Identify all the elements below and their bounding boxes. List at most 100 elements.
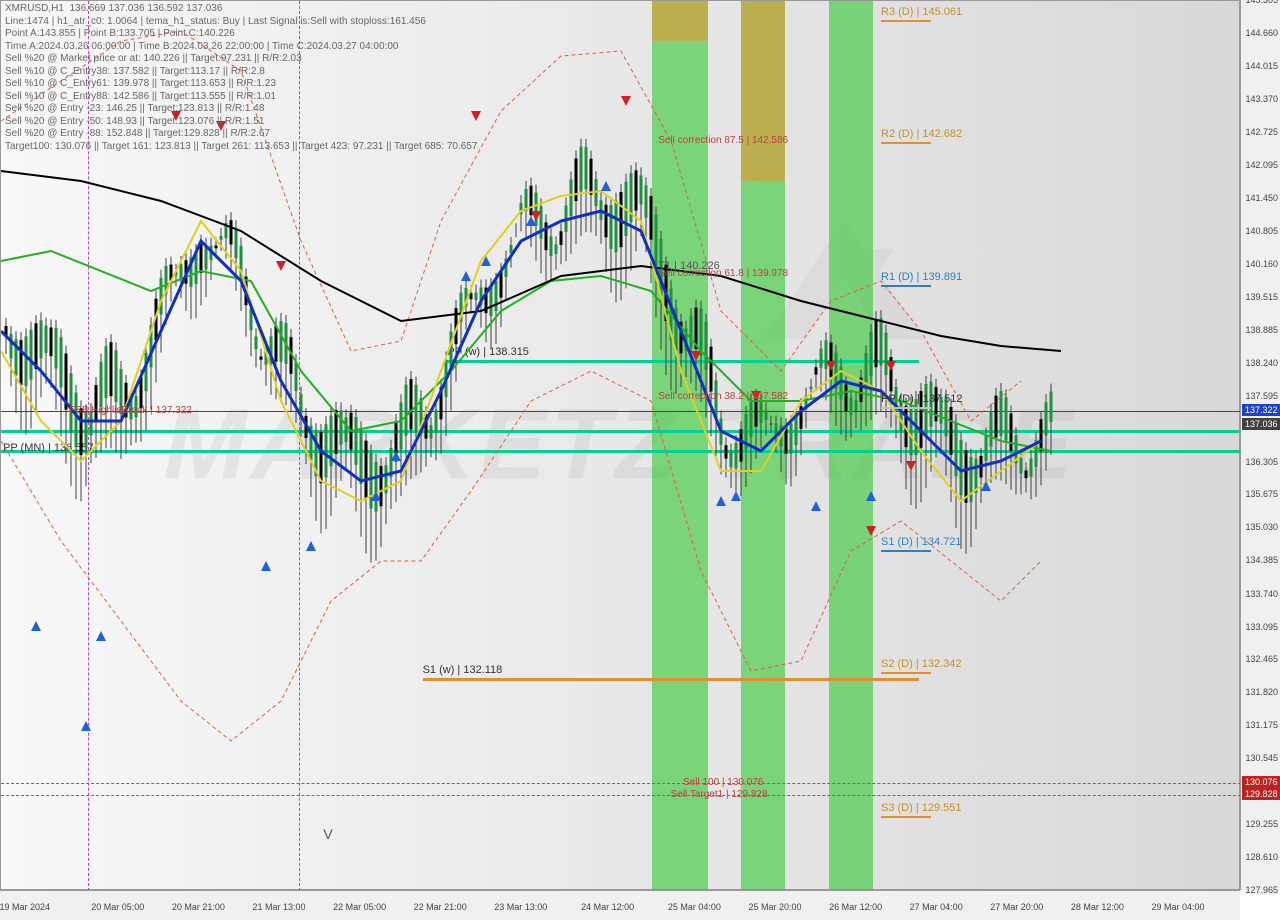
monthly-pivot-label: PP (MN) | 136.557 xyxy=(3,442,94,454)
price-tick: 133.095 xyxy=(1245,622,1278,632)
t1-label: T1 | 140.226 xyxy=(658,260,720,272)
signal-arrow-up xyxy=(391,451,401,461)
price-tick: 128.610 xyxy=(1245,852,1278,862)
price-tick: 144.660 xyxy=(1245,28,1278,38)
price-tick: 139.515 xyxy=(1245,292,1278,302)
time-tick: 25 Mar 20:00 xyxy=(748,902,801,912)
signal-arrow-up xyxy=(31,621,41,631)
price-tick: 144.015 xyxy=(1245,61,1278,71)
signal-arrow-down xyxy=(531,211,541,221)
header-info-line: Target100: 130.076 || Target 161: 123.81… xyxy=(5,141,477,154)
header-info-line: Sell %10 @ C_Entry88: 142.586 || Target:… xyxy=(5,91,477,104)
daily-pivot-label: S1 (D) | 134.721 xyxy=(881,536,962,548)
h-level-line xyxy=(1,450,1241,453)
price-tag: 137.322 xyxy=(1242,404,1280,416)
weekly-pivot-label: PP (w) | 138.315 xyxy=(447,346,529,358)
signal-zone-orange xyxy=(652,1,708,41)
price-tick: 143.370 xyxy=(1245,94,1278,104)
price-tick: 131.820 xyxy=(1245,687,1278,697)
header-info-line: Sell %20 @ Market price or at: 140.226 |… xyxy=(5,53,477,66)
time-tick: 29 Mar 04:00 xyxy=(1151,902,1204,912)
signal-arrow-up xyxy=(261,561,271,571)
daily-pivot-label: PP (D) | 137.512 xyxy=(881,393,963,405)
price-tag: 137.036 xyxy=(1242,418,1280,430)
time-tick: 24 Mar 12:00 xyxy=(581,902,634,912)
signal-arrow-up xyxy=(601,181,611,191)
daily-pivot-underline xyxy=(881,816,931,818)
time-tick: 23 Mar 13:00 xyxy=(494,902,547,912)
sell-target-label: Sell 100 | 130.076 xyxy=(683,777,763,788)
h-level-line xyxy=(1,430,1241,433)
price-tick: 141.450 xyxy=(1245,193,1278,203)
signal-arrow-down xyxy=(886,361,896,371)
signal-arrow-down xyxy=(691,351,701,361)
daily-pivot-underline xyxy=(881,142,931,144)
signal-arrow-up xyxy=(96,631,106,641)
signal-arrow-up xyxy=(731,491,741,501)
signal-zone-green xyxy=(829,1,872,891)
price-axis: 145.305144.660144.015143.370142.725142.0… xyxy=(1240,0,1280,890)
h-level-line xyxy=(1,783,1241,784)
daily-pivot-underline xyxy=(881,407,931,409)
header-info-line: Sell %20 @ Entry -23: 146.25 || Target:1… xyxy=(5,103,477,116)
signal-arrow-up xyxy=(371,491,381,501)
time-tick: 20 Mar 21:00 xyxy=(172,902,225,912)
time-tick: 27 Mar 04:00 xyxy=(910,902,963,912)
time-tick: 25 Mar 04:00 xyxy=(668,902,721,912)
signal-arrow-up xyxy=(866,491,876,501)
signal-arrow-down xyxy=(276,261,286,271)
daily-pivot-underline xyxy=(881,20,931,22)
weekly-pivot-line xyxy=(447,360,918,363)
price-tick: 140.805 xyxy=(1245,226,1278,236)
time-tick: 22 Mar 21:00 xyxy=(414,902,467,912)
price-tick: 137.595 xyxy=(1245,391,1278,401)
price-tag: 130.076 xyxy=(1242,776,1280,788)
price-tick: 129.255 xyxy=(1245,819,1278,829)
price-tick: 138.240 xyxy=(1245,358,1278,368)
header-info-line: Sell %10 @ C_Entry61: 139.978 || Target:… xyxy=(5,78,477,91)
signal-arrow-up xyxy=(81,721,91,731)
time-axis: 19 Mar 202420 Mar 05:0020 Mar 21:0021 Ma… xyxy=(0,890,1240,920)
signal-arrow-up xyxy=(461,271,471,281)
header-info-line: Point A:143.855 | Point B:133.705 | Poin… xyxy=(5,28,477,41)
price-tick: 127.965 xyxy=(1245,885,1278,895)
daily-pivot-label: R2 (D) | 142.682 xyxy=(881,128,962,140)
time-tick: 20 Mar 05:00 xyxy=(91,902,144,912)
signal-arrow-down xyxy=(906,461,916,471)
daily-pivot-label: S2 (D) | 132.342 xyxy=(881,658,962,670)
price-tick: 134.385 xyxy=(1245,555,1278,565)
daily-pivot-underline xyxy=(881,672,931,674)
price-tick: 132.465 xyxy=(1245,654,1278,664)
signal-arrow-up xyxy=(811,501,821,511)
h-level-line xyxy=(1,795,1241,796)
symbol-label: XMRUSD,H1 xyxy=(5,3,64,14)
header-info-line: Sell %20 @ Entry -50: 148.93 || Target:1… xyxy=(5,116,477,129)
ohlc-label: 136.669 137.036 136.592 137.036 xyxy=(69,3,222,14)
sell-correction-label: Sell correction 38.2 | 137.582 xyxy=(658,391,788,402)
daily-pivot-underline xyxy=(881,285,931,287)
sell-correction-label: Sell correction 87.5 | 142.586 xyxy=(658,135,788,146)
price-tick: 142.725 xyxy=(1245,127,1278,137)
signal-arrow-up xyxy=(306,541,316,551)
header-info-line: Sell %20 @ Entry -88: 152.848 || Target:… xyxy=(5,128,477,141)
price-tick: 133.740 xyxy=(1245,589,1278,599)
chart-area[interactable]: MARKETZ TRADE PP (w) | 138.315S1 (w) | 1… xyxy=(0,0,1240,890)
signal-arrow-down xyxy=(826,361,836,371)
v-marker: V xyxy=(323,826,332,842)
price-tick: 130.545 xyxy=(1245,753,1278,763)
signal-arrow-down xyxy=(866,526,876,536)
price-tag: 129.828 xyxy=(1242,788,1280,800)
header-info-line: Line:1474 | h1_atr_c0: 1.0064 | tema_h1_… xyxy=(5,16,477,29)
time-tick: 26 Mar 12:00 xyxy=(829,902,882,912)
price-tick: 145.305 xyxy=(1245,0,1278,5)
sell-target-label: Sell Target1 | 129.828 xyxy=(671,789,768,800)
weekly-pivot-line xyxy=(423,678,919,681)
price-tick: 135.030 xyxy=(1245,522,1278,532)
time-tick: 22 Mar 05:00 xyxy=(333,902,386,912)
signal-zone-orange xyxy=(741,1,784,181)
daily-pivot-underline xyxy=(881,550,931,552)
signal-arrow-up xyxy=(981,481,991,491)
fsb-label: FSB.HighlisBreak | 137.322 xyxy=(69,405,192,416)
header-info-line: Sell %10 @ C_Entry38: 137.582 || Target:… xyxy=(5,66,477,79)
price-tick: 136.305 xyxy=(1245,457,1278,467)
